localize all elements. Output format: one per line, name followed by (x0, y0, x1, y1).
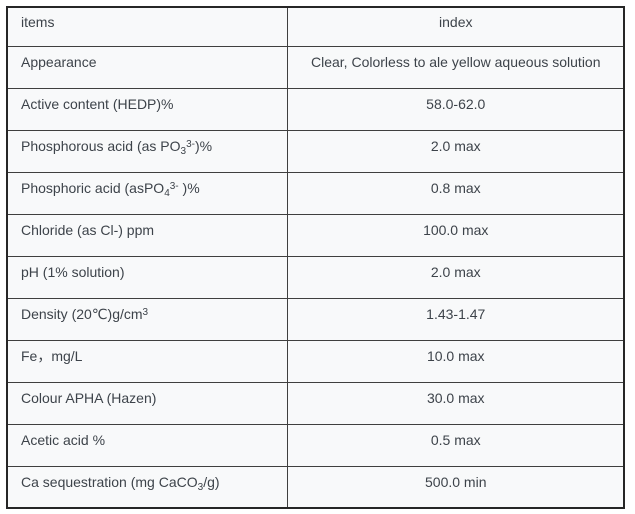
cell-text: Density (20℃)g/cm (21, 306, 143, 323)
index-cell: 0.5 max (286, 423, 625, 467)
cell-text: 2.0 max (430, 264, 481, 281)
cell-text: )% (178, 180, 200, 197)
index-cell: 1.43-1.47 (286, 297, 625, 341)
index-cell: 2.0 max (286, 255, 625, 299)
table-row: Fe，mg/L 10.0 max (6, 339, 625, 383)
table-row: pH (1% solution) 2.0 max (6, 255, 625, 299)
cell-text: Phosphorous acid (as PO (21, 138, 181, 155)
cell-text: 10.0 max (426, 348, 485, 365)
cell-text-sub: 4 (164, 188, 170, 200)
item-cell: Colour APHA (Hazen) (6, 381, 288, 425)
spec-table-body: Appearance Clear, Colorless to ale yellow… (6, 45, 625, 509)
spec-table: items index Appearance Clear, Colorless t… (6, 6, 625, 509)
index-cell: 500.0 min (286, 465, 625, 509)
cell-text-sub: 3 (197, 481, 204, 493)
spec-table-header: items index (6, 6, 625, 47)
table-row: Phosphorous acid (as PO33-)% 2.0 max (6, 129, 625, 173)
cell-text: 100.0 max (423, 222, 489, 239)
header-row: items index (6, 6, 625, 47)
cell-text: 1.43-1.47 (426, 306, 486, 323)
cell-text: 2.0 max (430, 138, 481, 155)
cell-text: Colour APHA (Hazen) (21, 390, 157, 407)
table-row: Chloride (as Cl-) ppm 100.0 max (6, 213, 625, 257)
table-row: Phosphoric acid (asPO43- )% 0.8 max (6, 171, 625, 215)
cell-text: 0.5 max (430, 432, 481, 449)
index-cell: Clear, Colorless to ale yellow aqueous s… (286, 45, 625, 89)
cell-text: Phosphoric acid (asPO (21, 180, 165, 197)
item-cell: pH (1% solution) (6, 255, 288, 299)
cell-text: Active content (HEDP)% (21, 96, 174, 113)
cell-text: 0.8 max (430, 180, 481, 197)
index-cell: 100.0 max (286, 213, 625, 257)
item-cell: Phosphorous acid (as PO33-)% (6, 129, 288, 173)
cell-text: 30.0 max (426, 390, 485, 407)
cell-text: Fe，mg/L (21, 348, 83, 365)
cell-text-sup: 3- (169, 181, 179, 193)
cell-text: /g) (203, 473, 220, 490)
cell-text-sub: 3 (180, 146, 187, 158)
index-cell: 30.0 max (286, 381, 625, 425)
index-cell: 10.0 max (286, 339, 625, 383)
cell-text: 500.0 min (425, 473, 487, 490)
table-row: Appearance Clear, Colorless to ale yellow… (6, 45, 625, 89)
cell-text: Chloride (as Cl-) ppm (21, 222, 155, 239)
cell-text: Acetic acid % (21, 432, 106, 449)
table-row: Density (20℃)g/cm3 1.43-1.47 (6, 297, 625, 341)
item-cell: Phosphoric acid (asPO43- )% (6, 171, 288, 215)
table-row: Ca sequestration (mg CaCO3/g) 500.0 min (6, 465, 625, 509)
table-row: Active content (HEDP)% 58.0-62.0 (6, 87, 625, 131)
cell-text-sup: 3 (142, 307, 149, 319)
column-header-items: items (6, 6, 288, 47)
cell-text: Clear, Colorless to ale yellow aqueous s… (311, 54, 601, 71)
cell-text: Appearance (21, 54, 97, 71)
item-cell: Density (20℃)g/cm3 (6, 297, 288, 341)
item-cell: Chloride (as Cl-) ppm (6, 213, 288, 257)
item-cell: Active content (HEDP)% (6, 87, 288, 131)
cell-text: 58.0-62.0 (426, 96, 486, 113)
item-cell: Fe，mg/L (6, 339, 288, 383)
item-cell: Appearance (6, 45, 288, 89)
cell-text: )% (195, 138, 213, 155)
index-cell: 0.8 max (286, 171, 625, 215)
index-cell: 2.0 max (286, 129, 625, 173)
cell-text: pH (1% solution) (21, 264, 125, 281)
table-row: Acetic acid % 0.5 max (6, 423, 625, 467)
cell-text-sup: 3- (186, 139, 195, 151)
table-row: Colour APHA (Hazen) 30.0 max (6, 381, 625, 425)
column-header-index: index (286, 6, 625, 47)
item-cell: Acetic acid % (6, 423, 288, 467)
cell-text: Ca sequestration (mg CaCO (21, 473, 198, 490)
index-cell: 58.0-62.0 (286, 87, 625, 131)
item-cell: Ca sequestration (mg CaCO3/g) (6, 465, 288, 509)
